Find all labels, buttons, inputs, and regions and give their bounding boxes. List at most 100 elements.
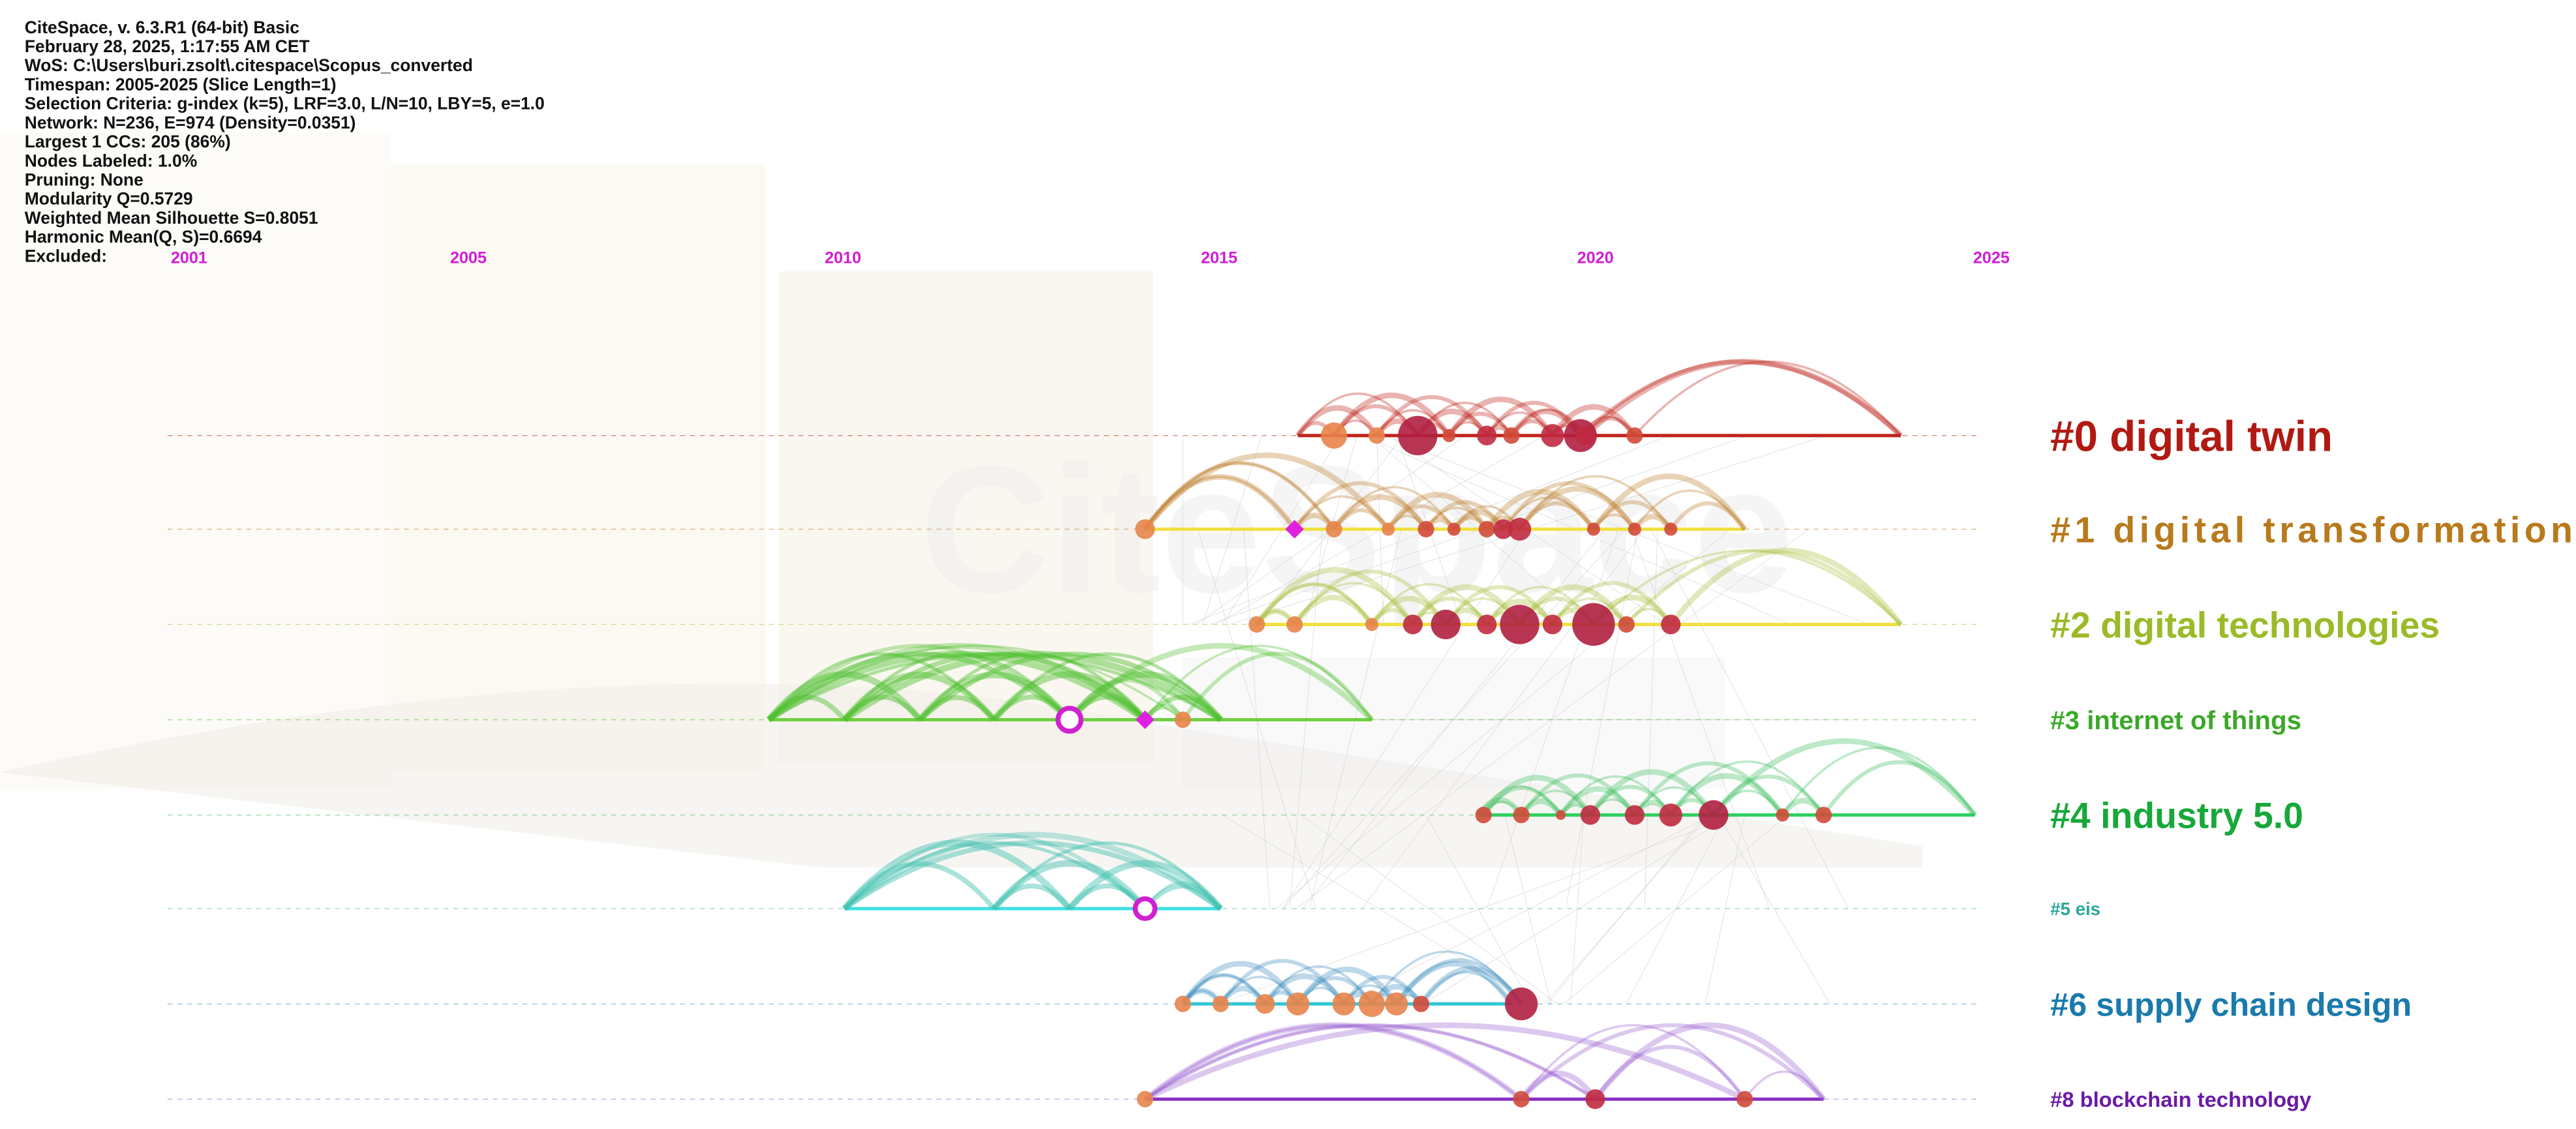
citation-arc xyxy=(1219,976,1299,1005)
cluster-label: #3 internet of things xyxy=(2050,706,2301,735)
citation-arc xyxy=(918,651,1222,722)
citation-arc xyxy=(992,652,1222,721)
citation-arc xyxy=(1342,974,1423,1005)
cross-link xyxy=(1504,815,1551,1004)
citation-arc xyxy=(1371,583,1488,625)
citation-arc xyxy=(1394,961,1514,1006)
citation-arc xyxy=(1633,360,1902,436)
citation-arc xyxy=(1822,760,1977,817)
year-label: 2020 xyxy=(1577,248,1614,267)
citation-arc xyxy=(991,860,1148,911)
citation-arc xyxy=(1143,1022,1523,1102)
node xyxy=(1398,415,1438,456)
node xyxy=(1542,614,1563,635)
citation-arc xyxy=(842,695,922,721)
header-line: February 28, 2025, 1:17:55 AM CET xyxy=(25,37,310,56)
node xyxy=(1500,605,1539,644)
citation-arc xyxy=(1386,492,1489,531)
citation-arc xyxy=(841,839,1072,911)
cross-link xyxy=(1301,815,1558,1004)
citation-arc xyxy=(1550,404,1637,438)
citation-arc xyxy=(992,883,1072,911)
citation-arc xyxy=(1067,860,1224,911)
citation-arc xyxy=(1395,958,1523,1005)
citation-arc xyxy=(1453,505,1521,530)
citation-arc xyxy=(767,643,1147,722)
citation-arc xyxy=(1332,508,1390,531)
citation-arc xyxy=(843,841,1147,911)
node xyxy=(1556,810,1566,820)
citation-arc xyxy=(1517,486,1637,531)
cross-link xyxy=(1565,529,1639,909)
citation-arc xyxy=(1588,785,1673,817)
pivot-node xyxy=(1055,706,1083,734)
citation-arc xyxy=(1144,1022,1746,1102)
citation-arc xyxy=(1420,971,1513,1005)
cross-link xyxy=(1705,815,1746,1004)
citation-arc xyxy=(1068,678,1185,721)
citation-arc xyxy=(1376,409,1450,436)
node xyxy=(1585,1089,1605,1109)
citation-arc xyxy=(767,644,1071,721)
cross-link xyxy=(1219,815,1738,1004)
node xyxy=(1447,522,1461,536)
node xyxy=(1249,616,1265,633)
citation-arc xyxy=(1668,773,1785,817)
node xyxy=(1174,711,1191,729)
node xyxy=(1255,994,1275,1014)
cross-link xyxy=(1650,529,1849,909)
citation-arc xyxy=(1484,599,1555,626)
year-label: 2015 xyxy=(1201,248,1237,267)
citation-arc xyxy=(1669,760,1825,816)
node xyxy=(1475,806,1492,824)
citation-arc xyxy=(1481,775,1593,817)
burst-node xyxy=(1285,520,1304,539)
header-line: CiteSpace, v. 6.3.R1 (64-bit) Basic xyxy=(25,18,299,37)
cross-link xyxy=(1544,815,1709,1004)
citation-arc xyxy=(991,670,1148,722)
cluster-label: #2 digital technologies xyxy=(2050,605,2440,646)
node xyxy=(1664,522,1678,536)
node xyxy=(1382,522,1395,536)
citation-arc xyxy=(1484,489,1596,531)
citation-arc xyxy=(1144,462,1335,530)
citation-arc xyxy=(1502,496,1595,530)
citation-arc xyxy=(1296,976,1374,1005)
citation-arc xyxy=(1419,966,1524,1006)
citation-arc xyxy=(1485,400,1583,437)
year-label: 2010 xyxy=(825,248,861,267)
node xyxy=(1332,992,1356,1016)
header-line: Timespan: 2005-2025 (Slice Length=1) xyxy=(25,74,337,94)
citation-arc xyxy=(1520,790,1592,816)
citation-arc xyxy=(1411,596,1489,626)
node xyxy=(1478,520,1495,537)
cluster-label: #8 blockchain technology xyxy=(2050,1087,2312,1111)
citation-arc xyxy=(1446,397,1555,438)
node xyxy=(1575,425,1596,445)
citation-arc xyxy=(766,695,847,721)
header-line: Network: N=236, E=974 (Density=0.0351) xyxy=(25,113,356,132)
citation-arc xyxy=(1519,1070,1598,1101)
citation-arc xyxy=(1181,974,1266,1005)
node xyxy=(1385,992,1408,1016)
citation-arc xyxy=(843,651,1147,722)
citation-arc xyxy=(1519,475,1672,530)
citation-arc xyxy=(1583,359,1903,438)
node xyxy=(1402,614,1423,635)
citation-arc xyxy=(1633,489,1746,530)
year-label: 2005 xyxy=(450,248,487,267)
year-label: 2025 xyxy=(1973,248,2010,267)
citation-arc xyxy=(1144,881,1222,910)
citation-arc xyxy=(992,841,1222,910)
citation-arc xyxy=(1067,883,1147,911)
citation-arc xyxy=(1711,738,1977,817)
citation-arc xyxy=(1296,967,1399,1006)
citation-arc xyxy=(1219,959,1346,1005)
citation-arc xyxy=(1143,695,1223,721)
node xyxy=(1572,603,1615,646)
node xyxy=(1504,987,1538,1021)
citation-arc xyxy=(1517,584,1629,626)
node xyxy=(1286,616,1303,633)
